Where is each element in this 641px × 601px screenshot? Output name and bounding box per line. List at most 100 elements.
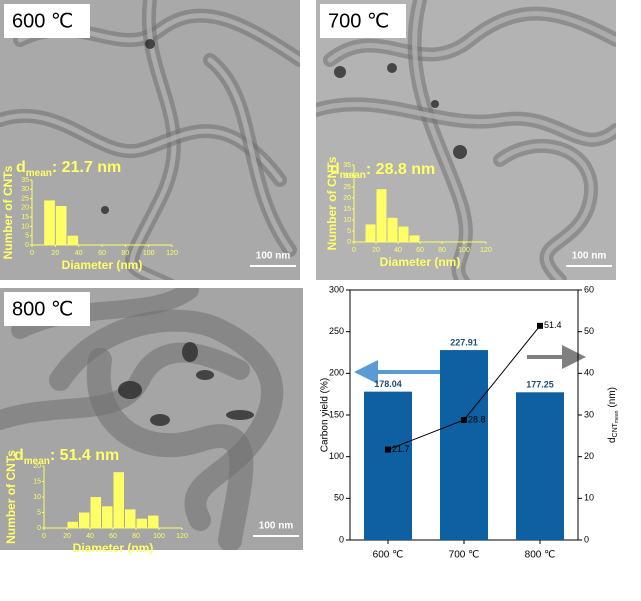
panel-title: 700 ℃ bbox=[328, 10, 389, 32]
y2-title-subscript: CNT bbox=[612, 422, 619, 437]
x-axis-title: Diameter (nm) bbox=[73, 541, 154, 555]
mean-subscript: mean bbox=[340, 170, 366, 181]
y-axis-title: Number of CNTs bbox=[4, 450, 18, 544]
y-tick-label: 5 bbox=[37, 509, 41, 516]
y-tick-label: 150 bbox=[329, 409, 344, 419]
title-box bbox=[320, 4, 406, 38]
histogram-bar bbox=[125, 509, 136, 528]
y-tick-label: 200 bbox=[329, 368, 344, 378]
scale-bar-label: 100 nm bbox=[256, 251, 291, 262]
mean-diameter: dmean: 51.4 nm bbox=[14, 447, 119, 466]
tem-image bbox=[316, 0, 616, 280]
y-tick-label: 300 bbox=[329, 284, 344, 294]
line-marker bbox=[461, 417, 467, 423]
x-axis-title: Diameter (nm) bbox=[380, 255, 461, 269]
title-box bbox=[4, 292, 90, 326]
y-tick-label: 5 bbox=[25, 233, 29, 240]
x-tick-label: 20 bbox=[63, 533, 71, 540]
x-axis-title: Diameter (nm) bbox=[62, 258, 143, 272]
y-axis-title: Carbon yield (%) bbox=[320, 378, 331, 452]
y-tick-label: 5 bbox=[347, 228, 351, 235]
y-tick-label: 20 bbox=[21, 205, 29, 212]
x-tick-label: 600 ℃ bbox=[373, 550, 404, 561]
y-tick-label: 35 bbox=[343, 162, 351, 169]
x-tick-label: 20 bbox=[372, 247, 380, 254]
line-value-label: 28.8 bbox=[468, 414, 486, 424]
histogram-bar bbox=[365, 224, 376, 242]
y-tick-label: 30 bbox=[21, 186, 29, 193]
x-tick-label: 120 bbox=[480, 247, 492, 254]
x-tick-label: 700 ℃ bbox=[449, 550, 480, 561]
y-tick-label: 10 bbox=[33, 494, 41, 501]
y2-tick-label: 0 bbox=[584, 534, 589, 544]
histogram-bar bbox=[113, 472, 124, 528]
histogram-bar bbox=[67, 521, 78, 528]
tem-image bbox=[0, 288, 303, 550]
histogram-bar bbox=[148, 515, 159, 528]
mean-subscript: mean bbox=[24, 456, 50, 467]
x-tick-label: 0 bbox=[42, 533, 46, 540]
x-tick-label: 40 bbox=[394, 247, 402, 254]
x-tick-label: 100 bbox=[458, 247, 470, 254]
bar bbox=[440, 350, 488, 540]
histogram-bar bbox=[90, 497, 101, 528]
y2-tick-label: 30 bbox=[584, 409, 594, 419]
y-tick-label: 0 bbox=[339, 534, 344, 544]
y-tick-label: 15 bbox=[21, 214, 29, 221]
y2-title-subsubscript: mean bbox=[614, 410, 620, 423]
y-tick-label: 10 bbox=[21, 223, 29, 230]
histogram-bar bbox=[67, 235, 79, 245]
x-tick-label: 40 bbox=[75, 250, 83, 257]
panel-title: 600 ℃ bbox=[12, 10, 73, 32]
mean-diameter: dmean: 21.7 nm bbox=[16, 159, 121, 178]
x-tick-label: 80 bbox=[121, 250, 129, 257]
mean-text: : 21.7 nm bbox=[52, 159, 121, 176]
y2-tick-label: 50 bbox=[584, 326, 594, 336]
histogram-bar bbox=[398, 226, 409, 242]
line-marker bbox=[385, 446, 391, 453]
y-tick-label: 20 bbox=[343, 195, 351, 202]
y-axis-title: Number of CNTs bbox=[1, 165, 15, 259]
mean-symbol: d bbox=[14, 447, 24, 464]
histogram-bar bbox=[55, 206, 67, 245]
mean-diameter: dmean: 28.8 nm bbox=[330, 161, 435, 180]
panel-title: 800 ℃ bbox=[12, 298, 73, 320]
x-tick-label: 120 bbox=[176, 533, 188, 540]
y-tick-label: 15 bbox=[343, 206, 351, 213]
x-tick-label: 60 bbox=[416, 247, 424, 254]
x-tick-label: 80 bbox=[438, 247, 446, 254]
line-value-label: 51.4 bbox=[544, 320, 562, 330]
y-tick-label: 25 bbox=[21, 195, 29, 202]
bar-value-label: 178.04 bbox=[374, 379, 402, 389]
x-tick-label: 0 bbox=[352, 247, 356, 254]
y2-title-text: (nm) bbox=[607, 387, 618, 408]
bar bbox=[364, 391, 412, 540]
histogram-bar bbox=[376, 189, 387, 242]
y2-title-symbol: d bbox=[607, 437, 618, 443]
title-box bbox=[4, 4, 90, 38]
y-tick-label: 0 bbox=[347, 239, 351, 246]
y-tick-label: 10 bbox=[343, 217, 351, 224]
line-value-label: 21.7 bbox=[392, 444, 410, 454]
x-tick-label: 800 ℃ bbox=[525, 550, 556, 561]
x-tick-label: 60 bbox=[109, 533, 117, 540]
mean-text: : 28.8 nm bbox=[366, 161, 435, 178]
histogram-bar bbox=[136, 518, 147, 528]
x-tick-label: 40 bbox=[86, 533, 94, 540]
y-tick-label: 15 bbox=[33, 478, 41, 485]
y-tick-label: 50 bbox=[334, 493, 344, 503]
x-tick-label: 80 bbox=[132, 533, 140, 540]
x-tick-label: 100 bbox=[143, 250, 155, 257]
y-tick-label: 30 bbox=[343, 173, 351, 180]
bar-value-label: 177.25 bbox=[526, 380, 554, 390]
y-tick-label: 0 bbox=[37, 525, 41, 532]
y2-tick-label: 60 bbox=[584, 284, 594, 294]
mean-symbol: d bbox=[330, 161, 340, 178]
histogram-bar bbox=[387, 217, 398, 242]
y-tick-label: 20 bbox=[33, 463, 41, 470]
scale-bar-label: 100 nm bbox=[572, 251, 607, 262]
y-tick-label: 25 bbox=[343, 184, 351, 191]
mean-symbol: d bbox=[16, 159, 26, 176]
y-tick-label: 100 bbox=[329, 451, 344, 461]
